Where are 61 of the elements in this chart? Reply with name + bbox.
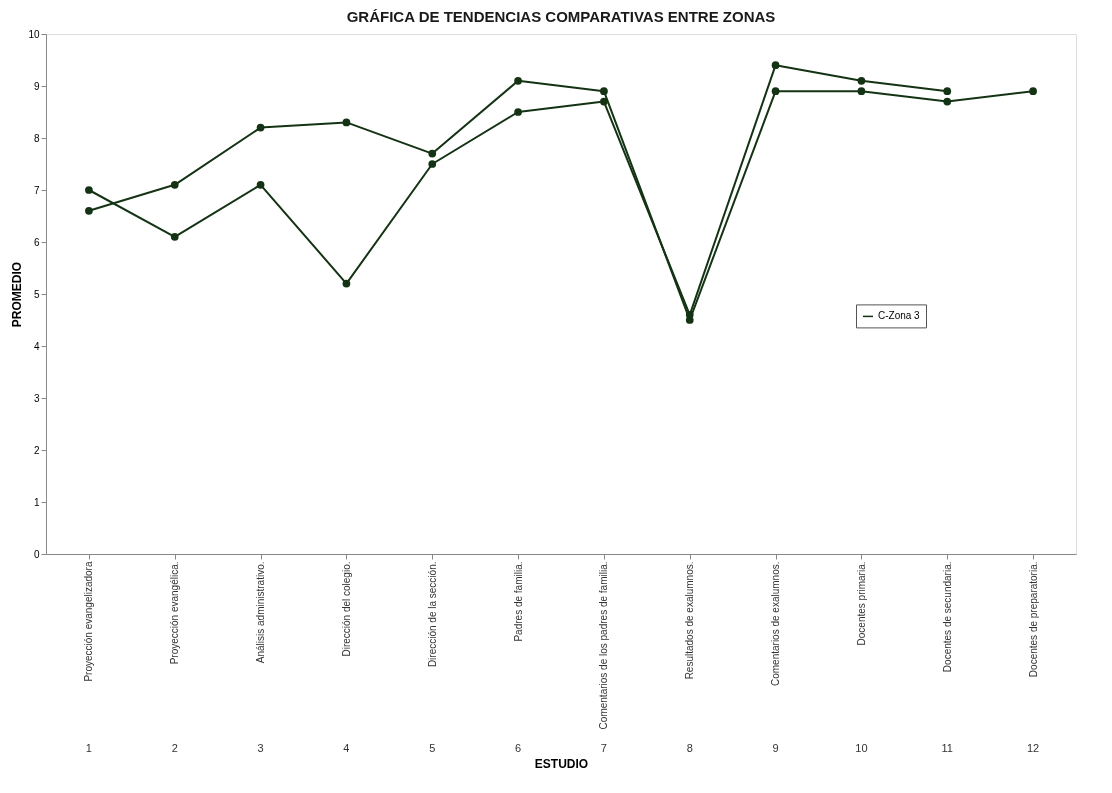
point xyxy=(943,97,952,106)
text: 12 xyxy=(1026,742,1040,754)
text: 8 xyxy=(686,742,693,754)
y-tick-label: 9 xyxy=(33,80,40,92)
y-tick-label: 1 xyxy=(33,496,40,508)
point xyxy=(170,180,179,189)
x-tick-label: Docentes primaria. xyxy=(855,561,867,646)
x-tick-label: Dirección del colegio. xyxy=(340,561,352,657)
point xyxy=(857,76,866,85)
y-tick-label: 0 xyxy=(33,548,40,560)
text: 6 xyxy=(515,742,522,754)
point xyxy=(342,118,351,127)
point xyxy=(600,87,608,96)
point xyxy=(857,87,866,96)
point xyxy=(170,232,179,241)
text: 3 xyxy=(257,742,264,754)
point xyxy=(256,180,265,189)
point xyxy=(685,310,694,319)
text: 11 xyxy=(941,742,953,754)
x-tick-label: Comentarios de exalumnos. xyxy=(770,561,782,687)
x-tick-label: Padres de familia. xyxy=(512,561,524,642)
x-tick-label: Docentes de preparatoria. xyxy=(1027,561,1039,678)
point xyxy=(85,206,93,215)
point xyxy=(943,87,952,96)
x-tick-label: Proyección evangélica. xyxy=(169,561,181,665)
point xyxy=(428,160,437,168)
y-axis-title: PROMEDIO xyxy=(10,261,25,328)
x-tick-label: Comentarios de los padres de familia. xyxy=(598,561,610,730)
text: 5 xyxy=(429,742,436,754)
text: 1 xyxy=(85,742,92,754)
y-tick-label: 3 xyxy=(33,392,40,404)
x-tick-label: Resultados de exalumnos. xyxy=(684,561,696,680)
y-tick-label: 2 xyxy=(33,444,40,456)
x-tick-label: Análisis administrativo. xyxy=(255,561,267,664)
point xyxy=(514,108,522,116)
point xyxy=(85,186,93,194)
y-tick-label: 5 xyxy=(33,288,40,300)
text: 7 xyxy=(600,742,607,754)
chart-title: GRÁFICA DE TENDENCIAS COMPARATIVAS ENTRE ZONAS xyxy=(346,8,776,25)
y-tick-label: 6 xyxy=(33,236,40,248)
text: 2 xyxy=(171,742,178,754)
text: 4 xyxy=(343,742,350,754)
legend-label: C-Zona 3 xyxy=(878,310,921,322)
point xyxy=(600,97,608,106)
point xyxy=(428,149,437,158)
x-tick-label: Proyección evangelizadora xyxy=(83,561,95,682)
x-tick-label: Dirección de la sección. xyxy=(426,561,438,668)
point xyxy=(771,87,780,96)
point xyxy=(514,76,522,85)
point xyxy=(256,123,265,132)
point xyxy=(342,279,351,288)
point xyxy=(1029,87,1037,96)
x-tick-label: Docentes de secundaria. xyxy=(941,561,953,673)
x-axis-title: ESTUDIO xyxy=(534,757,589,772)
y-tick-label: 4 xyxy=(33,340,40,352)
text: 10 xyxy=(855,742,868,754)
y-tick-label: 10 xyxy=(28,28,40,40)
text: 9 xyxy=(772,742,779,754)
y-tick-label: 8 xyxy=(33,132,40,144)
y-tick-label: 7 xyxy=(33,184,40,196)
point xyxy=(771,61,780,70)
